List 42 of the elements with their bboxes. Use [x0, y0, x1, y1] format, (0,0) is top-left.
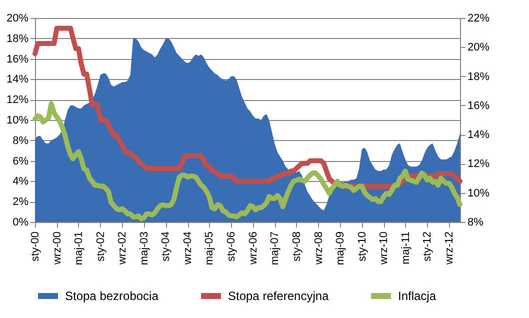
y-tick-label: 18%	[6, 32, 29, 45]
y-tick-label: 6%	[12, 155, 29, 168]
y2-tick-label: 10%	[468, 187, 490, 200]
legend-label: Stopa bezrobocia	[65, 289, 159, 303]
y-tick-label: 4%	[12, 176, 29, 188]
y-tick-label: 10%	[6, 114, 29, 126]
legend-label: Stopa referencyjna	[228, 289, 330, 303]
x-tick-label: wrz-02	[116, 232, 129, 266]
x-tick-label: wrz-04	[182, 232, 194, 266]
x-tick-label: wrz-06	[247, 232, 260, 266]
y-tick-label: 20%	[6, 12, 29, 24]
x-tick-label: wrz-12	[444, 232, 456, 266]
y2-tick-label: 16%	[468, 100, 490, 112]
y-tick-label: 8%	[12, 134, 29, 147]
y-tick-label: 0%	[12, 216, 29, 228]
y2-tick-label: 18%	[468, 70, 490, 83]
y2-tick-label: 22%	[468, 12, 490, 24]
x-tick-label: sty-12	[422, 232, 434, 262]
x-tick-label: maj-03	[138, 232, 150, 266]
x-tick-label: maj-01	[72, 232, 85, 266]
x-tick-label: sty-04	[160, 232, 172, 262]
x-tick-label: sty-02	[94, 232, 107, 262]
x-tick-label: sty-06	[226, 232, 238, 262]
y2-tick-label: 20%	[468, 42, 490, 54]
x-tick-label: maj-11	[400, 232, 412, 264]
y-tick-label: 2%	[12, 196, 29, 208]
x-tick-label: wrz-08	[312, 232, 325, 266]
x-tick-label: maj-09	[334, 232, 346, 266]
y2-tick-label: 14%	[468, 129, 490, 142]
x-tick-label: sty-08	[290, 232, 303, 262]
y-tick-label: 12%	[6, 94, 29, 106]
legend-label: Inflacja	[398, 289, 436, 303]
y2-tick-label: 12%	[468, 158, 490, 170]
x-tick-label: wrz-00	[51, 232, 64, 266]
y-tick-label: 14%	[6, 74, 29, 86]
x-tick-label: maj-05	[204, 232, 216, 266]
x-tick-label: sty-10	[356, 232, 368, 262]
x-tick-label: sty-00	[30, 232, 42, 262]
y2-tick-label: 8%	[468, 216, 484, 228]
x-tick-label: wrz-10	[378, 232, 390, 266]
x-tick-label: maj-07	[269, 232, 282, 266]
y-tick-label: 16%	[6, 53, 29, 66]
